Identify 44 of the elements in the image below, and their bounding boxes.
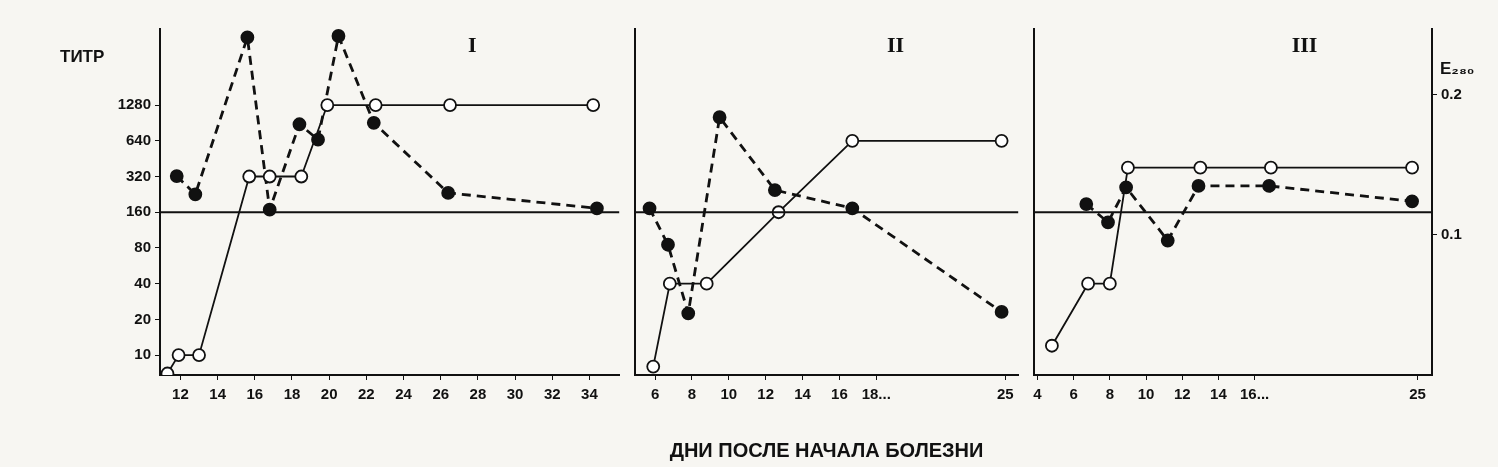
x-tick-label: 10 — [1137, 385, 1155, 403]
chart-title: II — [886, 31, 905, 57]
x-tick-label: 12 — [172, 385, 189, 403]
chart-title: I — [467, 31, 477, 57]
y-tick-label: 320 — [125, 166, 151, 184]
x-tick-label: 14 — [794, 385, 812, 403]
y-tick-label: 20 — [134, 309, 151, 327]
y-tick-label: 640 — [125, 130, 151, 148]
x-tick-label: 12 — [1173, 385, 1191, 403]
x-tick-label: 10 — [720, 385, 738, 403]
x-tick-label: 25 — [996, 385, 1014, 403]
y2-axis-title: E₂₈₀ — [1440, 58, 1475, 78]
y-tick-label: 160 — [125, 202, 151, 220]
x-tick-label: 8 — [687, 385, 697, 403]
x-tick-label: 6 — [650, 385, 660, 403]
y2-tick-label: 0.1 — [1441, 225, 1462, 243]
x-tick-label: 24 — [395, 385, 413, 403]
y-tick-label: 10 — [134, 345, 151, 363]
x-tick-label: 14 — [209, 385, 227, 403]
x-tick-label: 34 — [581, 385, 599, 403]
y-tick-label: 40 — [134, 273, 151, 291]
x-tick-label: 22 — [358, 385, 375, 403]
x-tick-label: 16 — [831, 385, 848, 403]
x-tick-label: 20 — [320, 385, 338, 403]
x-tick-label: 18 — [283, 385, 301, 403]
y-tick-label: 1280 — [117, 95, 151, 113]
x-tick-label: 25 — [1409, 385, 1426, 403]
x-tick-label: 30 — [506, 385, 524, 403]
x-tick-label: 12 — [757, 385, 775, 403]
x-axis-title: ДНИ ПОСЛЕ НАЧАЛА БОЛЕЗНИ — [669, 438, 984, 461]
chart-title: III — [1291, 31, 1318, 57]
x-tick-label: 32 — [543, 385, 561, 403]
y2-tick-label: 0.2 — [1441, 84, 1462, 102]
y-tick-label: 80 — [134, 238, 151, 256]
x-tick-label: 6 — [1069, 385, 1078, 403]
x-tick-label: 18... — [861, 385, 891, 403]
x-tick-label: 16... — [1240, 385, 1270, 403]
y-axis-title: ТИТР — [60, 46, 105, 66]
x-tick-label: 16 — [246, 385, 264, 403]
x-tick-label: 8 — [1105, 385, 1114, 403]
x-tick-label: 4 — [1033, 385, 1043, 403]
x-tick-label: 14 — [1210, 385, 1228, 403]
x-tick-label: 28 — [469, 385, 487, 403]
x-tick-label: 26 — [432, 385, 450, 403]
